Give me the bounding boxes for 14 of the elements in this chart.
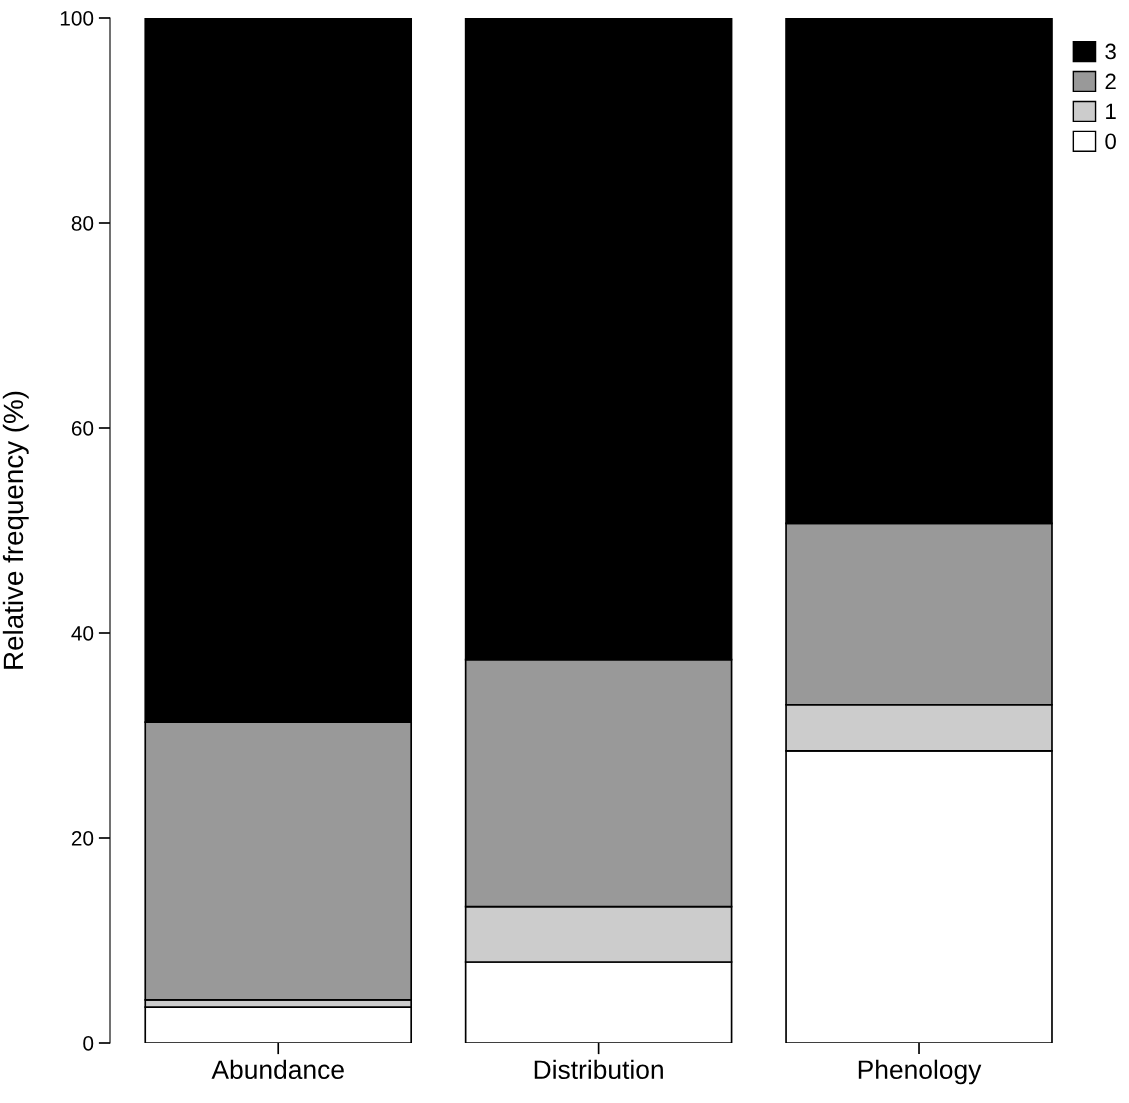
y-tick-label: 80 bbox=[71, 216, 94, 231]
legend-label: 1 bbox=[1106, 103, 1116, 120]
y-tick-label: 0 bbox=[83, 1036, 94, 1051]
x-tick-label: Abundance bbox=[211, 1059, 344, 1080]
y-axis-title: Relative frequency (%) bbox=[2, 391, 29, 669]
legend-label: 3 bbox=[1105, 43, 1116, 60]
y-tick-label: 60 bbox=[71, 421, 94, 436]
x-tick-label: Distribution bbox=[534, 1059, 663, 1080]
x-tick-label: Phenology bbox=[858, 1059, 982, 1085]
y-tick-label: 100 bbox=[60, 11, 94, 26]
y-tick-label: 20 bbox=[71, 831, 94, 846]
legend-label: 0 bbox=[1105, 133, 1116, 150]
y-tick-label: 40 bbox=[71, 626, 94, 641]
legend-label: 2 bbox=[1105, 73, 1116, 90]
